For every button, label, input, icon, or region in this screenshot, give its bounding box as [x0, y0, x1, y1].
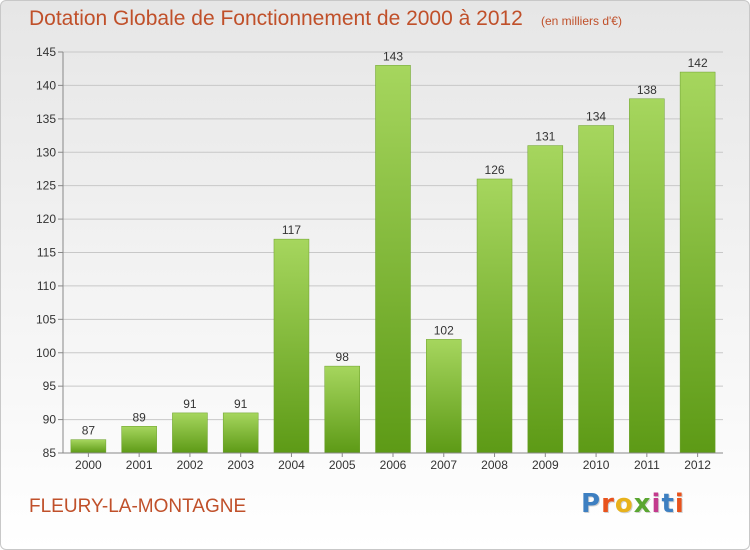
x-tick-label: 2004	[278, 458, 305, 472]
bar-2006	[375, 65, 411, 454]
y-tick-label: 125	[36, 179, 56, 193]
labels: 85 90 95 100 105 110 115 120 125 130 135 140 145 87 20…	[36, 45, 711, 472]
y-tick-label: 100	[36, 346, 56, 360]
value-label: 117	[282, 223, 301, 237]
bar-2009	[527, 145, 564, 454]
value-label: 143	[383, 49, 403, 63]
y-tick-label: 135	[36, 112, 56, 126]
logo-letter: o	[614, 489, 634, 519]
value-label: 98	[336, 350, 350, 364]
logo-letter: x	[633, 489, 652, 519]
y-tick-label: 130	[36, 145, 56, 159]
value-label: 87	[82, 424, 96, 438]
value-label: 91	[234, 397, 248, 411]
x-tick-label: 2003	[227, 458, 254, 472]
x-tick-label: 2008	[481, 458, 508, 472]
y-tick-label: 90	[43, 413, 57, 427]
x-tick-label: 2011	[634, 458, 660, 472]
value-label: 91	[183, 397, 197, 411]
value-label: 131	[535, 130, 555, 144]
x-tick-label: 2010	[583, 458, 610, 472]
y-tick-label: 120	[36, 212, 56, 226]
logo-letter: P	[581, 489, 602, 519]
logo-letter: t	[661, 489, 675, 519]
x-tick-label: 2001	[126, 458, 153, 472]
y-tick-label: 110	[37, 279, 56, 293]
bar-2000	[70, 439, 107, 454]
y-tick-label: 140	[36, 78, 56, 92]
bar-2008	[476, 178, 513, 454]
y-tick-label: 95	[43, 379, 57, 393]
bars	[70, 65, 716, 454]
chart-title: Dotation Globale de Fonctionnement de 20…	[29, 7, 523, 30]
place-name: FLEURY-LA-MONTAGNE	[29, 496, 247, 517]
x-tick-label: 2002	[177, 458, 204, 472]
bar-2007	[426, 339, 462, 454]
chart-subtitle: (en milliers d'€)	[541, 14, 622, 28]
x-tick-label: 2009	[532, 458, 559, 472]
y-tick-label: 145	[36, 45, 56, 59]
y-tick-label: 115	[37, 246, 56, 260]
x-tick-label: 2005	[329, 458, 356, 472]
logo-letter: i	[674, 489, 685, 519]
logo-letter: r	[601, 489, 615, 519]
bar-2012	[679, 71, 716, 454]
value-label: 138	[637, 83, 657, 97]
axes	[58, 51, 723, 457]
value-label: 134	[586, 110, 606, 124]
value-label: 126	[485, 163, 505, 177]
bar-2004	[273, 238, 310, 454]
bar-2011	[629, 98, 665, 454]
bar-2010	[578, 125, 614, 454]
logo-letter: i	[651, 489, 662, 519]
value-label: 89	[132, 410, 146, 424]
bar-2003	[222, 412, 259, 454]
value-label: 142	[688, 56, 708, 70]
bar-2005	[324, 365, 360, 454]
y-tick-label: 85	[43, 446, 57, 460]
x-tick-label: 2012	[684, 458, 711, 472]
proxiti-logo[interactable]: Proxiti	[581, 489, 685, 519]
y-tick-label: 105	[36, 312, 56, 326]
x-tick-label: 2000	[75, 458, 102, 472]
bar-2001	[121, 426, 157, 454]
x-tick-label: 2007	[430, 458, 457, 472]
x-tick-label: 2006	[380, 458, 407, 472]
bar-2002	[172, 412, 208, 454]
value-label: 102	[434, 323, 454, 337]
